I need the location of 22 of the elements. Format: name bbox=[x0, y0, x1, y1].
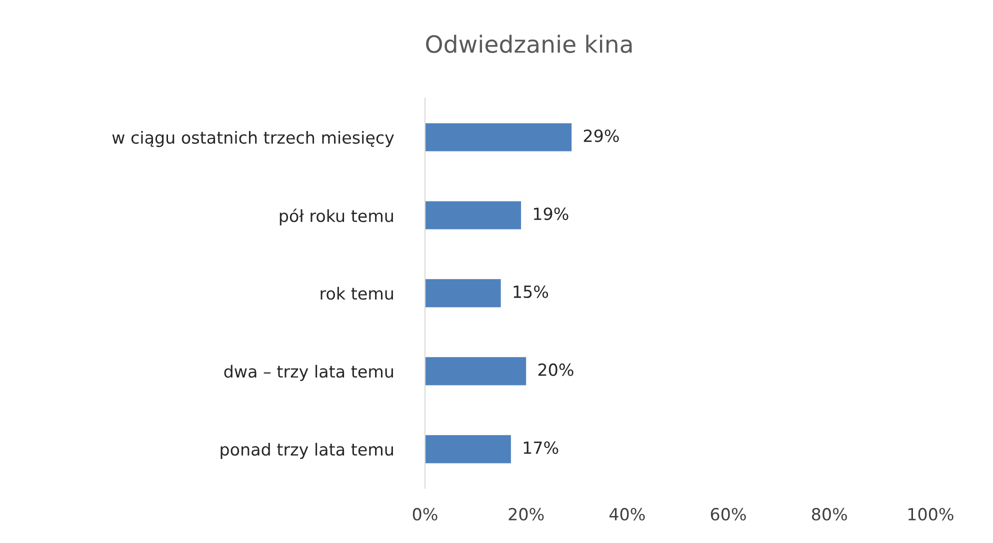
data-label: 15% bbox=[514, 285, 548, 298]
bar bbox=[425, 435, 511, 464]
bar bbox=[425, 123, 572, 152]
y-tick-label: dwa – trzy lata temu bbox=[224, 364, 393, 381]
y-tick-label: pół roku temu bbox=[280, 208, 393, 226]
y-tick-label: rok temu bbox=[320, 286, 393, 300]
x-tick-label: 60% bbox=[710, 508, 746, 520]
y-tick-label: w ciągu ostatnich trzech miesięcy bbox=[112, 130, 394, 148]
chart-title: Odwiedzanie kina bbox=[426, 34, 632, 54]
data-label: 19% bbox=[534, 207, 568, 220]
data-label: 20% bbox=[538, 363, 574, 376]
bar bbox=[425, 279, 501, 308]
x-tick-label: 0% bbox=[412, 508, 438, 520]
bar bbox=[425, 357, 526, 386]
y-tick-label: ponad trzy lata temu bbox=[220, 442, 393, 459]
data-label: 17% bbox=[524, 441, 558, 454]
x-tick-label: 20% bbox=[508, 508, 544, 520]
bar bbox=[425, 201, 522, 230]
data-label: 29% bbox=[584, 130, 619, 142]
x-tick-label: 40% bbox=[609, 508, 645, 520]
x-tick-label: 80% bbox=[812, 508, 847, 520]
x-tick-label: 100% bbox=[908, 508, 954, 520]
